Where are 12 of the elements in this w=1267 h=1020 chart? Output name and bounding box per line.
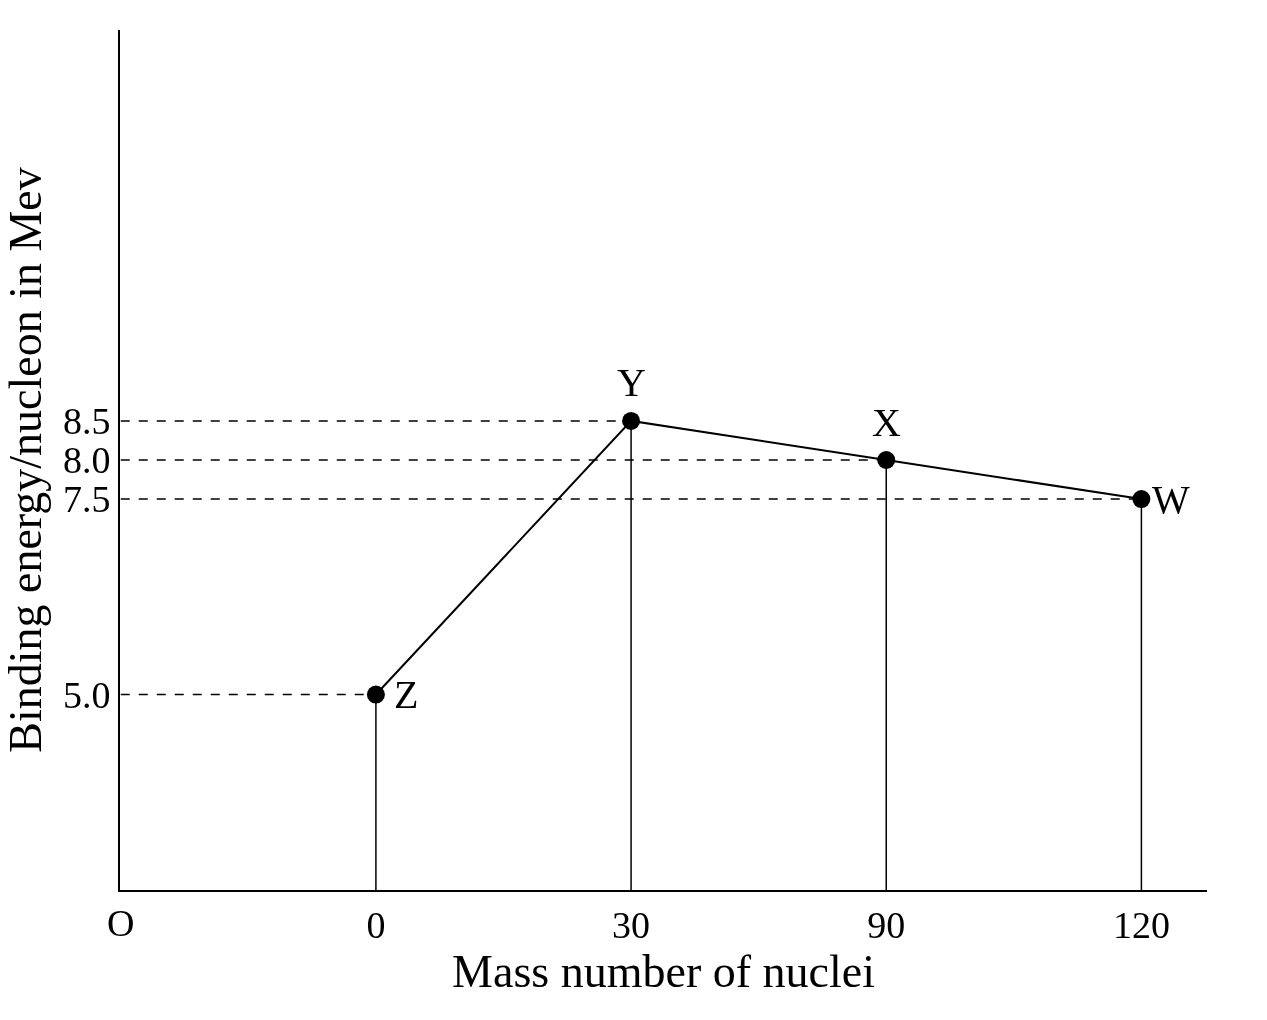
x-tick-label: 90 — [867, 903, 906, 946]
x-axis-title: Mass number of nuclei — [452, 945, 875, 997]
annotation: W — [1152, 477, 1190, 522]
annotation: Y — [617, 360, 646, 405]
y-tick-label: 5.0 — [62, 673, 111, 716]
annotation: Z — [394, 672, 419, 717]
x-tick-label: 30 — [612, 903, 651, 946]
text: O — [107, 902, 135, 944]
annotation: X — [872, 400, 901, 445]
x-tick-label: 0 — [366, 903, 386, 946]
x-tick-label: 120 — [1112, 903, 1170, 946]
y-axis-title: Binding energy/nucleon in Mev — [0, 167, 51, 753]
